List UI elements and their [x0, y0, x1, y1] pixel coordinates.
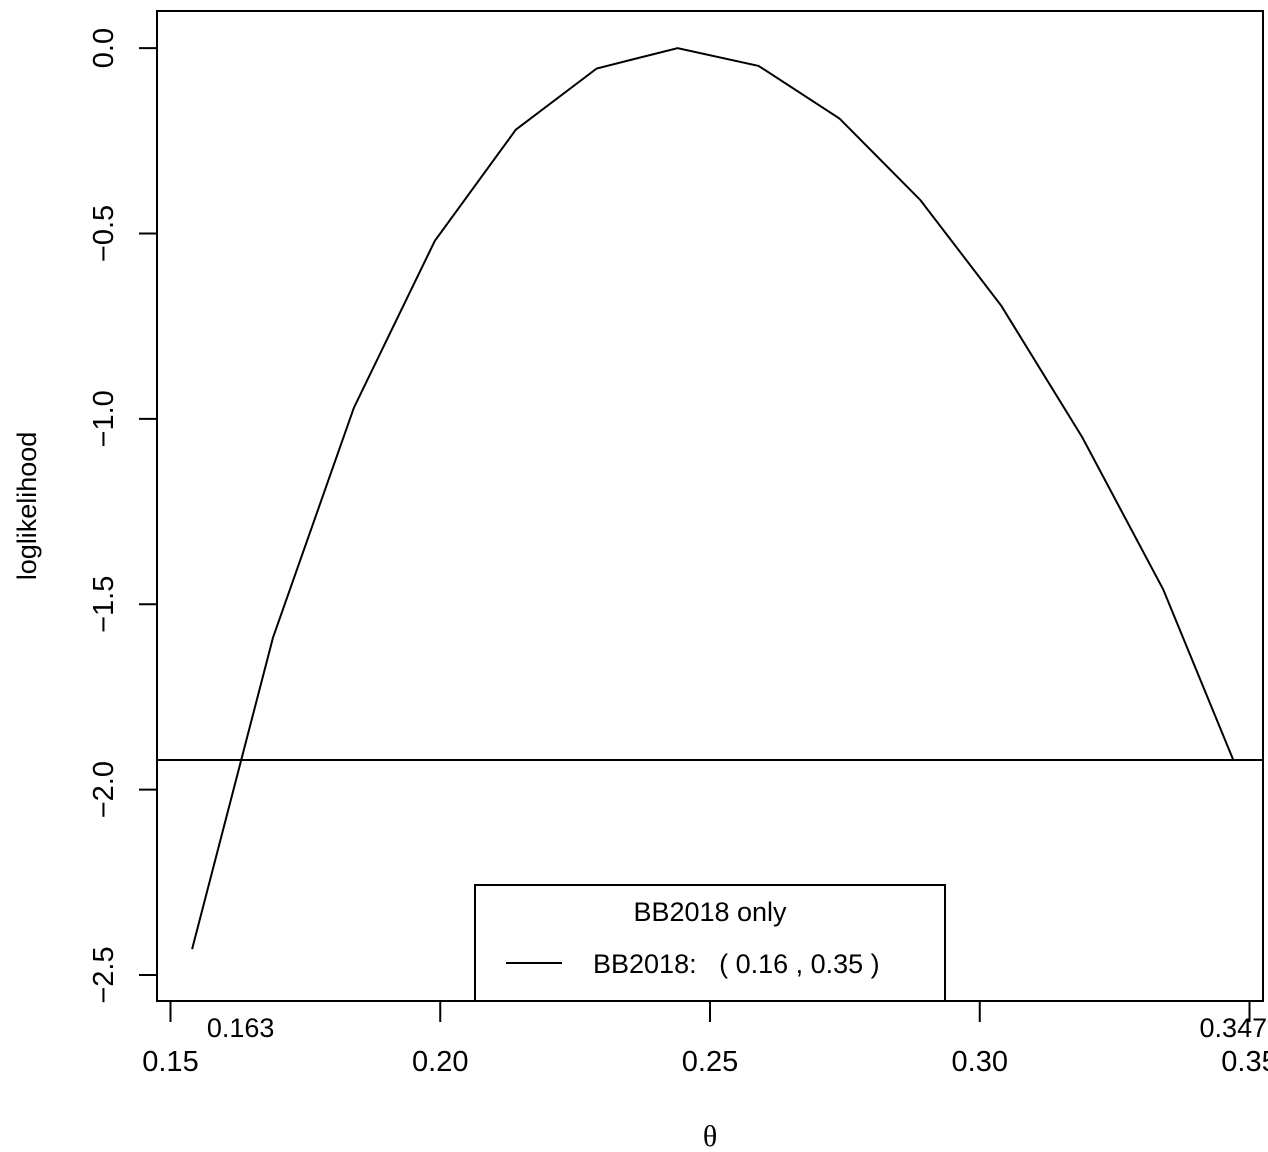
- y-tick-label: −0.5: [88, 205, 120, 262]
- y-axis-title: loglikelihood: [12, 432, 42, 581]
- y-tick-label: −1.5: [88, 576, 120, 633]
- legend-title: BB2018 only: [633, 897, 787, 927]
- x-axis: 0.15 0.20 0.25 0.30 0.35: [142, 1000, 1268, 1078]
- x-tick-label: 0.25: [682, 1046, 738, 1078]
- interval-annotations: 0.163 0.347: [207, 1013, 1267, 1043]
- y-tick-label: −2.0: [88, 761, 120, 818]
- interval-bound-label: 0.163: [207, 1013, 275, 1043]
- y-tick-label: −2.5: [88, 946, 120, 1003]
- y-tick-label: 0.0: [88, 28, 120, 68]
- y-tick-label: −1.0: [88, 390, 120, 447]
- x-tick-label: 0.30: [952, 1046, 1008, 1078]
- x-axis-title: θ: [703, 1120, 717, 1152]
- x-tick-label: 0.35: [1221, 1046, 1268, 1078]
- legend-box: [474, 884, 946, 1002]
- x-tick-label: 0.15: [142, 1046, 198, 1078]
- plot-frame: [156, 10, 1264, 1002]
- legend-entry-label: BB2018: ( 0.16 , 0.35 ): [593, 949, 880, 979]
- loglikelihood-curve: [191, 47, 1235, 950]
- y-axis: 0.0 −0.5 −1.0 −1.5 −2.0 −2.5: [88, 28, 158, 1004]
- x-tick-label: 0.20: [412, 1046, 468, 1078]
- interval-bound-label: 0.347: [1200, 1013, 1268, 1043]
- legend: BB2018 only BB2018: ( 0.16 , 0.35 ): [474, 884, 946, 1002]
